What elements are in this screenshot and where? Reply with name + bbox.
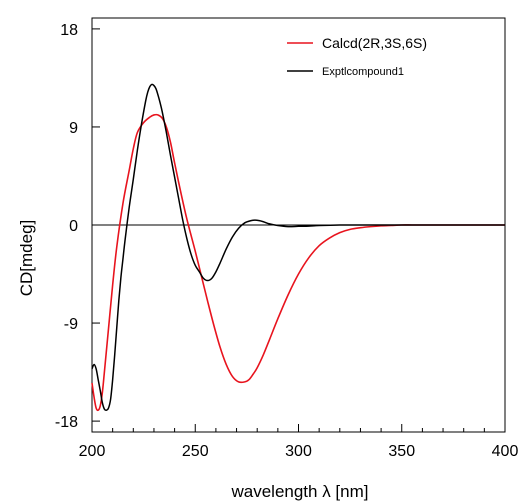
y-tick-label: -9 (64, 316, 78, 333)
y-tick-label: 18 (60, 22, 78, 39)
x-tick-label: 250 (182, 443, 209, 460)
x-tick-label: 200 (79, 443, 106, 460)
x-tick-label: 350 (388, 443, 415, 460)
legend: Calcd(2R,3S,6S) Exptlcompound1 (287, 35, 427, 78)
ticks-layer: 200 250 300 350 400 -18 -9 0 9 18 (55, 22, 519, 460)
series-line-calcd (91, 113, 505, 412)
x-tick-label: 400 (492, 443, 519, 460)
y-tick-label: -18 (55, 414, 78, 431)
series-layer (91, 83, 505, 412)
y-tick-label: 9 (69, 120, 78, 137)
y-axis-title: CD[mdeg] (17, 220, 36, 297)
y-tick-label: 0 (69, 218, 78, 235)
x-axis-title: wavelength λ [nm] (230, 482, 368, 501)
legend-label-exptl: Exptlcompound1 (322, 66, 404, 78)
legend-label-calcd: Calcd(2R,3S,6S) (322, 35, 427, 51)
series-line-exptl (91, 83, 505, 412)
x-tick-label: 300 (285, 443, 312, 460)
